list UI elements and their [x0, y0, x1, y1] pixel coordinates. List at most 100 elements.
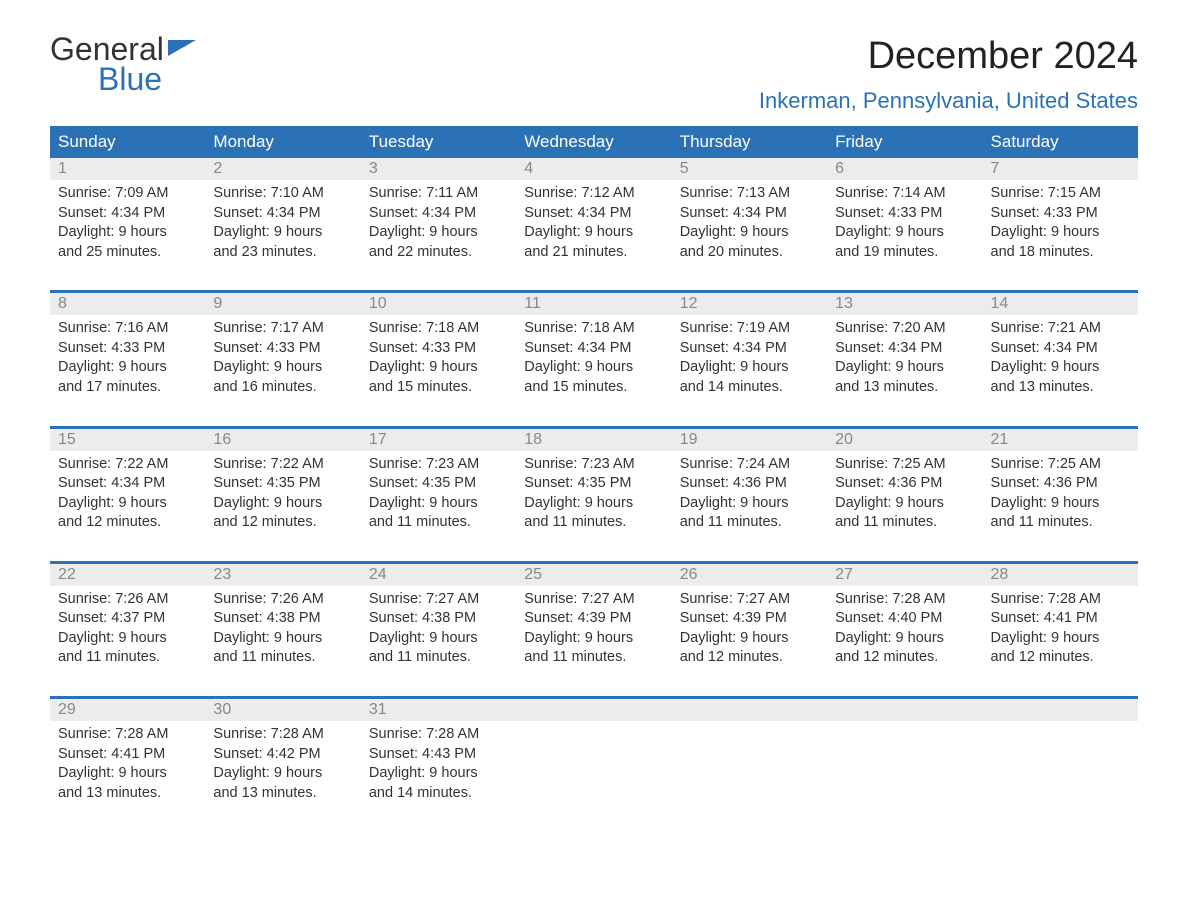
sunrise-text: Sunrise: 7:27 AM [524, 591, 634, 607]
sunset-text: Sunset: 4:42 PM [213, 746, 320, 762]
daylight-text-2: and 11 minutes. [369, 649, 471, 665]
day-number [516, 699, 671, 721]
day-detail: Sunrise: 7:23 AMSunset: 4:35 PMDaylight:… [516, 451, 671, 561]
daylight-text-2: and 14 minutes. [369, 785, 472, 801]
daylight-text-1: Daylight: 9 hours [835, 495, 944, 511]
daylight-text-2: and 11 minutes. [213, 649, 315, 665]
day-number: 29 [50, 699, 205, 721]
sunrise-text: Sunrise: 7:28 AM [835, 591, 945, 607]
sunset-text: Sunset: 4:39 PM [680, 610, 787, 626]
daylight-text-2: and 12 minutes. [835, 649, 938, 665]
daylight-text-2: and 23 minutes. [213, 244, 316, 260]
day-number: 30 [205, 699, 360, 721]
sunset-text: Sunset: 4:33 PM [835, 205, 942, 221]
sunrise-text: Sunrise: 7:23 AM [524, 456, 634, 472]
daylight-text-1: Daylight: 9 hours [213, 765, 322, 781]
daylight-text-1: Daylight: 9 hours [213, 630, 322, 646]
daylight-text-2: and 16 minutes. [213, 379, 316, 395]
sunrise-text: Sunrise: 7:18 AM [369, 320, 479, 336]
day-detail: Sunrise: 7:27 AMSunset: 4:39 PMDaylight:… [672, 586, 827, 696]
day-detail: Sunrise: 7:28 AMSunset: 4:43 PMDaylight:… [361, 721, 516, 811]
sunrise-text: Sunrise: 7:12 AM [524, 185, 634, 201]
sunset-text: Sunset: 4:35 PM [369, 475, 476, 491]
sunset-text: Sunset: 4:38 PM [369, 610, 476, 626]
daylight-text-2: and 11 minutes. [524, 649, 626, 665]
day-number: 22 [50, 564, 205, 586]
day-number: 19 [672, 429, 827, 451]
day-number-row: 293031 [50, 699, 1138, 721]
sunrise-text: Sunrise: 7:17 AM [213, 320, 323, 336]
sunset-text: Sunset: 4:36 PM [835, 475, 942, 491]
sunrise-text: Sunrise: 7:28 AM [991, 591, 1101, 607]
sunset-text: Sunset: 4:43 PM [369, 746, 476, 762]
day-number: 23 [205, 564, 360, 586]
month-title: December 2024 [759, 35, 1138, 78]
day-detail: Sunrise: 7:28 AM Sunset: 4:42 PM Daylight:… [205, 721, 360, 811]
daylight-text-1: Daylight: 9 hours [369, 765, 478, 781]
sunset-text: Sunset: 4:34 PM [524, 205, 631, 221]
day-number: 6 [827, 158, 982, 180]
page-header: General Blue December 2024 Inkerman, Pen… [50, 35, 1138, 114]
logo: General Blue [50, 35, 196, 95]
day-detail: Sunrise: 7:10 AMSunset: 4:34 PMDaylight:… [205, 180, 360, 290]
sunrise-text: Sunrise: 7:10 AM [213, 185, 323, 201]
sunrise-text: Sunrise: 7:27 AM [369, 591, 479, 607]
day-detail-row: Sunrise: 7:26 AMSunset: 4:37 PMDaylight:… [50, 586, 1138, 696]
daylight-text-1: Daylight: 9 hours [680, 224, 789, 240]
sunset-text: Sunset: 4:33 PM [58, 340, 165, 356]
sunrise-text: Sunrise: 7:19 AM [680, 320, 790, 336]
day-number-row: 891011121314 [50, 293, 1138, 315]
day-number [983, 699, 1138, 721]
day-number: 21 [983, 429, 1138, 451]
daylight-text-1: Daylight: 9 hours [213, 359, 322, 375]
sunrise-text: Sunrise: 7:13 AM [680, 185, 790, 201]
sunrise-text: Sunrise: 7:16 AM [58, 320, 168, 336]
daylight-text-2: and 11 minutes. [680, 514, 782, 530]
sunrise-text: Sunrise: 7:28 AM [213, 726, 323, 742]
daylight-text-2: and 12 minutes. [991, 649, 1094, 665]
day-detail-row: Sunrise: 7:22 AMSunset: 4:34 PMDaylight:… [50, 451, 1138, 561]
sunset-text: Sunset: 4:34 PM [680, 340, 787, 356]
day-number: 18 [516, 429, 671, 451]
day-number: 7 [983, 158, 1138, 180]
sunrise-text: Sunrise: 7:23 AM [369, 456, 479, 472]
daylight-text-2: and 12 minutes. [58, 514, 161, 530]
day-header: Saturday [983, 126, 1138, 158]
daylight-text-1: Daylight: 9 hours [524, 630, 633, 646]
day-number-row: 1234567 [50, 158, 1138, 180]
sunset-text: Sunset: 4:36 PM [680, 475, 787, 491]
daylight-text-2: and 15 minutes. [524, 379, 627, 395]
day-detail: Sunrise: 7:22 AMSunset: 4:34 PMDaylight:… [50, 451, 205, 561]
daylight-text-1: Daylight: 9 hours [835, 224, 944, 240]
day-header: Monday [205, 126, 360, 158]
daylight-text-1: Daylight: 9 hours [680, 630, 789, 646]
day-detail: Sunrise: 7:14 AMSunset: 4:33 PMDaylight:… [827, 180, 982, 290]
daylight-text-2: and 12 minutes. [213, 514, 316, 530]
sunrise-text: Sunrise: 7:25 AM [991, 456, 1101, 472]
sunset-text: Sunset: 4:34 PM [680, 205, 787, 221]
sunset-text: Sunset: 4:38 PM [213, 610, 320, 626]
sunset-text: Sunset: 4:41 PM [58, 746, 165, 762]
location-subtitle: Inkerman, Pennsylvania, United States [759, 88, 1138, 114]
daylight-text-1: Daylight: 9 hours [991, 495, 1100, 511]
daylight-text-2: and 11 minutes. [835, 514, 937, 530]
daylight-text-1: Daylight: 9 hours [58, 765, 167, 781]
day-detail: Sunrise: 7:26 AMSunset: 4:37 PMDaylight:… [50, 586, 205, 696]
sunrise-text: Sunrise: 7:22 AM [213, 456, 323, 472]
sunrise-text: Sunrise: 7:21 AM [991, 320, 1101, 336]
sunset-text: Sunset: 4:36 PM [991, 475, 1098, 491]
daylight-text-1: Daylight: 9 hours [369, 495, 478, 511]
day-detail: Sunrise: 7:09 AMSunset: 4:34 PMDaylight:… [50, 180, 205, 290]
daylight-text-2: and 18 minutes. [991, 244, 1094, 260]
daylight-text-2: and 13 minutes. [58, 785, 161, 801]
daylight-text-1: Daylight: 9 hours [369, 224, 478, 240]
day-detail: Sunrise: 7:25 AM Sunset: 4:36 PM Daylight:… [983, 451, 1138, 561]
daylight-text-1: Daylight: 9 hours [58, 495, 167, 511]
sunset-text: Sunset: 4:34 PM [213, 205, 320, 221]
day-detail-row: Sunrise: 7:16 AM Sunset: 4:33 PM Daylight:… [50, 315, 1138, 425]
sunrise-text: Sunrise: 7:22 AM [58, 456, 168, 472]
day-number: 14 [983, 293, 1138, 315]
sunset-text: Sunset: 4:35 PM [213, 475, 320, 491]
sunset-text: Sunset: 4:37 PM [58, 610, 165, 626]
logo-text-wrap: General Blue [50, 35, 196, 95]
